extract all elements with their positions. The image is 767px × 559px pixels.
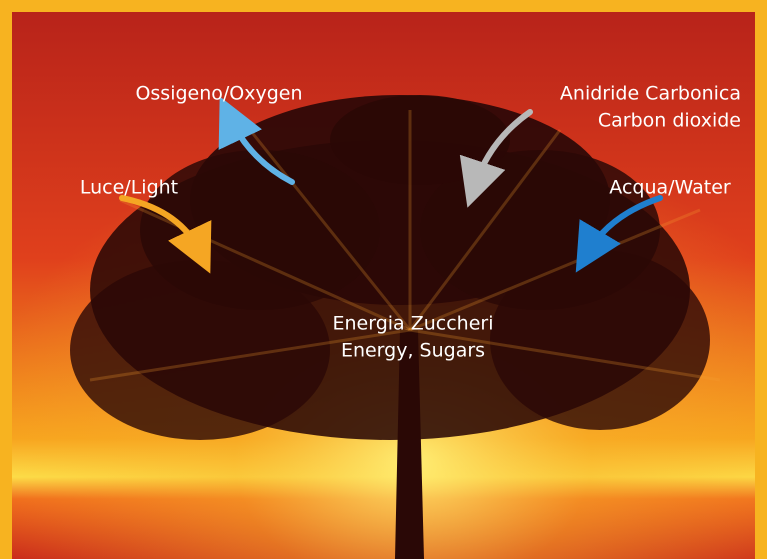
label-oxygen: Ossigeno/Oxygen [135,83,302,105]
label-energy: Energia Zuccheri [332,313,493,335]
label-co2: Carbon dioxide [598,110,741,132]
label-light: Luce/Light [80,177,178,199]
label-energy: Energy, Sugars [341,340,485,362]
photosynthesis-diagram: Ossigeno/Oxygen Anidride Carbonica Carbo… [0,0,767,559]
label-co2: Anidride Carbonica [560,83,741,105]
label-water: Acqua/Water [609,177,731,199]
